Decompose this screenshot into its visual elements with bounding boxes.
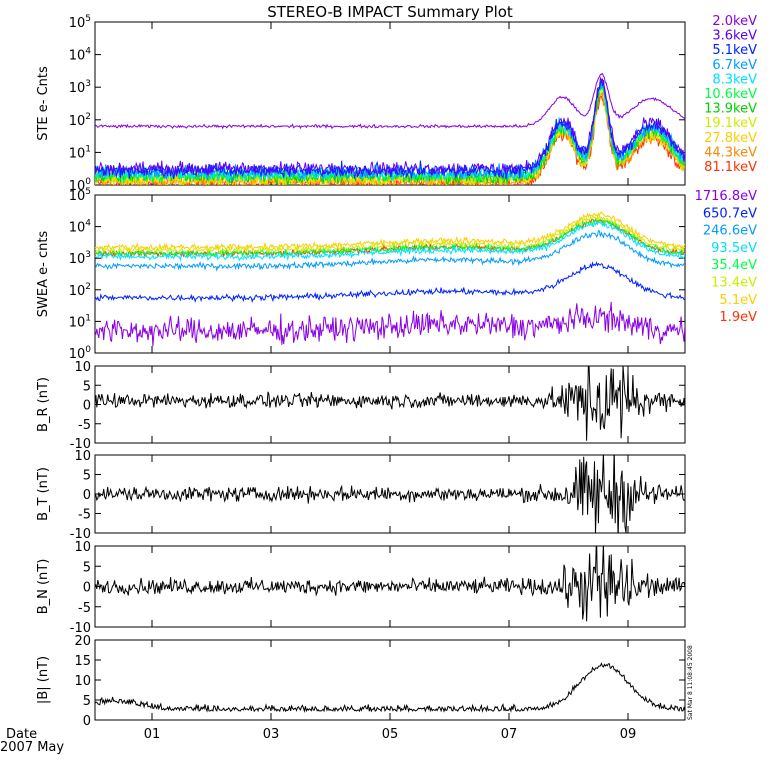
legend-label: 1716.8eV — [695, 189, 757, 204]
series-line — [95, 76, 685, 180]
x-tick-label: 07 — [501, 727, 518, 742]
series-line — [95, 230, 685, 272]
y-tick-label: 103 — [69, 250, 91, 267]
y-tick-label: -5 — [78, 418, 91, 433]
panel-4: -10 -5 0 5 10 B_T (nT) — [36, 449, 686, 542]
y-tick-label: 105 — [69, 14, 91, 31]
legend-label: 5.1eV — [719, 293, 757, 308]
series-line — [95, 546, 685, 622]
y-tick-label: 101 — [69, 313, 91, 330]
legend-label: 246.6eV — [703, 224, 757, 239]
y-tick-label: 5 — [83, 560, 91, 575]
series-line — [95, 366, 685, 441]
y-tick-label: 0 — [83, 399, 91, 414]
y-tick-label: 15 — [74, 654, 91, 669]
y-tick-label: 20 — [74, 634, 91, 649]
series-line — [95, 218, 685, 259]
legend-label: 35.4eV — [711, 258, 757, 273]
legend-label: 19.1keV — [704, 116, 757, 131]
legend-label: 2.0keV — [712, 14, 757, 29]
legend-label: 13.9keV — [704, 102, 757, 117]
series-line — [95, 84, 685, 183]
legend-label: 1.9eV — [719, 310, 757, 325]
x-tick-label: 05 — [382, 727, 399, 742]
date-label: Date — [6, 727, 37, 742]
y-tick-label: -5 — [78, 601, 91, 616]
series-group — [95, 211, 685, 347]
series-line — [95, 455, 685, 533]
legend-label: 5.1keV — [712, 43, 757, 58]
y-tick-label: 102 — [69, 112, 91, 129]
panel-3: -10 -5 0 5 10 B_R (nT) — [36, 360, 686, 452]
y-axis-label: |B| (nT) — [36, 656, 51, 704]
y-tick-label: 5 — [83, 469, 91, 484]
timestamp-stamp: Sat Mar 8 11:08:45 2008 — [687, 645, 694, 720]
legend-label: 3.6keV — [712, 29, 757, 44]
y-axis-label: SWEA e- cnts — [36, 231, 51, 318]
series-line — [95, 261, 685, 304]
month-label: 2007 May — [0, 740, 64, 755]
legend-label: 81.1keV — [704, 160, 757, 175]
y-tick-label: 0 — [83, 488, 91, 503]
y-tick-label: 5 — [83, 379, 91, 394]
y-tick-label: -10 — [70, 527, 91, 542]
y-tick-label: 104 — [69, 219, 92, 236]
legend-label: 13.4eV — [711, 276, 757, 291]
series-line — [95, 220, 685, 262]
legend-label: 27.8keV — [704, 131, 757, 146]
panel-5: -10 -5 0 5 10 B_N (nT) — [36, 540, 686, 636]
series-line — [95, 662, 685, 713]
y-axis-label: STE e- Cnts — [36, 66, 51, 141]
series-line — [95, 72, 685, 130]
y-tick-label: -10 — [70, 621, 91, 636]
x-tick-label: 03 — [263, 727, 280, 742]
series-line — [95, 301, 685, 347]
x-tick-label: 09 — [620, 727, 637, 742]
y-tick-label: 10 — [74, 449, 91, 464]
legend-label: 10.6keV — [704, 87, 757, 102]
series-group — [95, 662, 685, 713]
panel-6: 0 5 10 15 20 |B| (nT) — [36, 634, 686, 729]
y-tick-label: 10 — [74, 540, 91, 555]
y-tick-label: 104 — [69, 47, 92, 64]
y-tick-label: 102 — [69, 282, 91, 299]
legend-label: 650.7eV — [703, 206, 757, 221]
series-line — [95, 214, 685, 256]
series-group — [95, 366, 685, 441]
y-tick-label: 10 — [74, 360, 91, 375]
plot-title: STEREO-B IMPACT Summary Plot — [267, 3, 513, 21]
y-tick-label: 0 — [83, 581, 91, 596]
legend-label: 93.5eV — [711, 241, 757, 256]
y-tick-label: 0 — [83, 714, 91, 729]
series-group — [95, 455, 685, 533]
x-axis: 01 03 05 07 09 — [144, 727, 637, 742]
legend-label: 8.3keV — [712, 72, 757, 87]
y-axis-label: B_T (nT) — [36, 467, 51, 521]
series-group — [95, 72, 685, 185]
y-tick-label: -10 — [70, 437, 91, 452]
series-group — [95, 546, 685, 622]
series-line — [95, 211, 685, 252]
legend-label: 6.7keV — [712, 58, 757, 73]
y-axis-label: B_R (nT) — [36, 377, 51, 432]
y-tick-label: 103 — [69, 79, 91, 96]
y-tick-label: 5 — [83, 694, 91, 709]
legend-label: 44.3keV — [704, 145, 757, 160]
y-axis-label: B_N (nT) — [36, 559, 51, 615]
y-tick-label: -5 — [78, 508, 91, 523]
y-tick-label: 101 — [69, 144, 91, 161]
x-tick-label: 01 — [144, 727, 161, 742]
y-tick-label: 10 — [74, 674, 91, 689]
y-tick-label: 105 — [69, 187, 91, 204]
